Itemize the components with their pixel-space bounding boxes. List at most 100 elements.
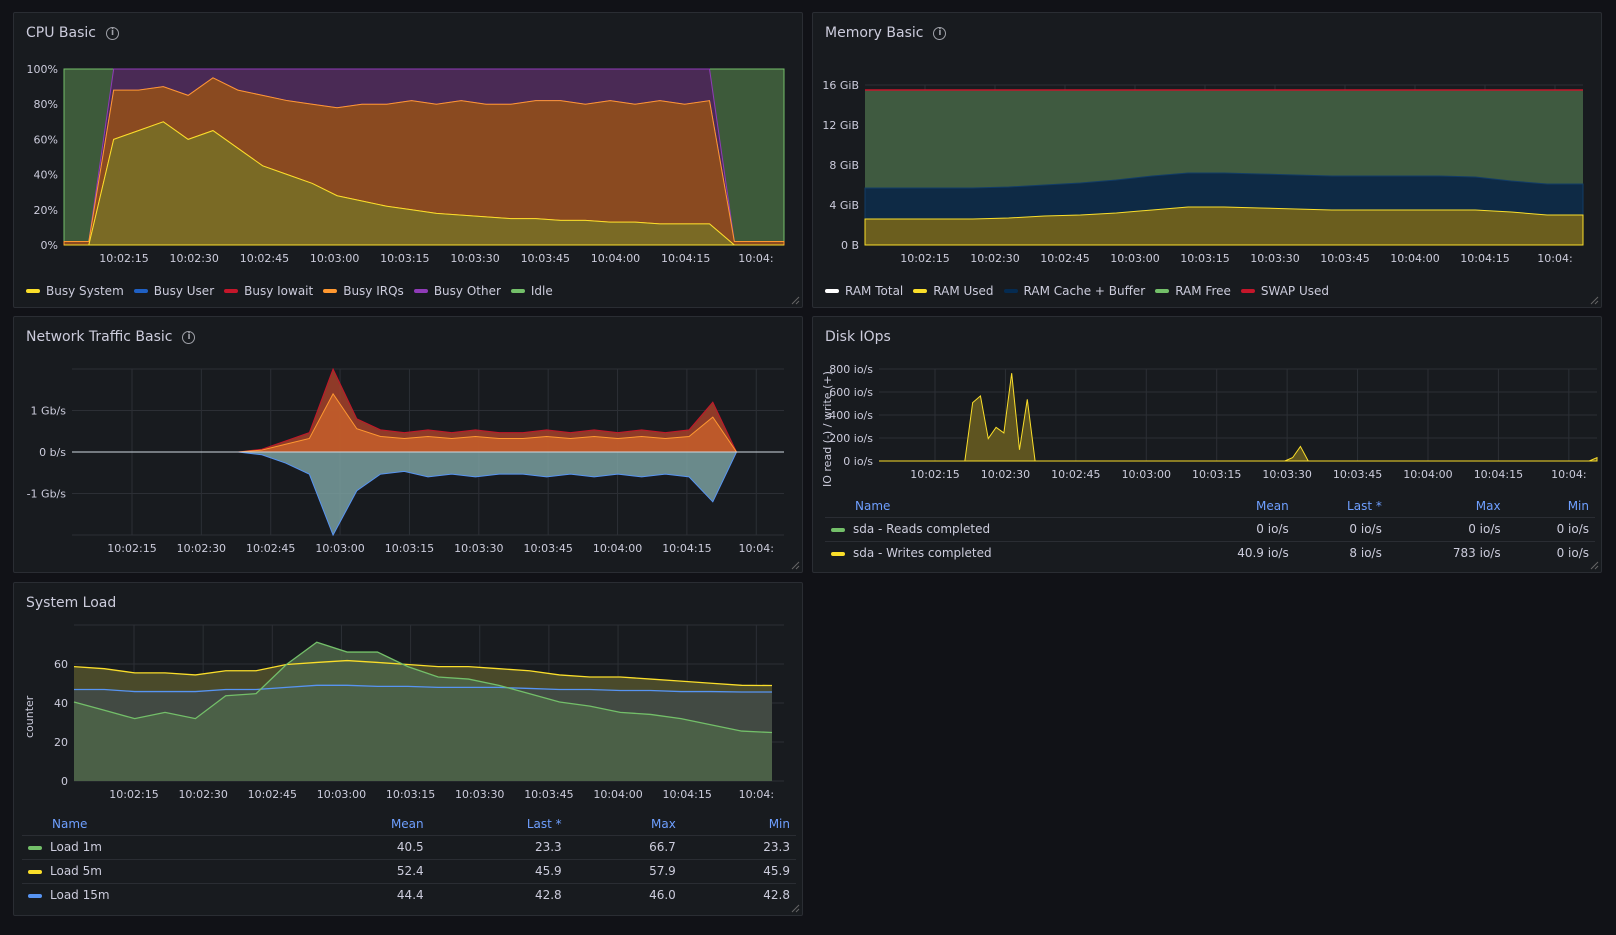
table-row[interactable]: sda - Reads completed 0 io/s 0 io/s 0 io/s 0… [825,516,1595,541]
legend-item[interactable]: Busy System [26,284,124,298]
x-tick-label: 10:02:30 [970,252,1019,265]
legend-swatch [913,289,928,293]
panel-title: Memory Basic i [825,25,947,41]
x-tick-label: 10:04:00 [1403,468,1452,481]
series-writes-area [879,373,1598,462]
info-icon[interactable]: i [933,26,947,40]
network-chart[interactable]: 1 Gb/s 0 b/s -1 Gb/s 10:02:15 10:02:30 10:02:… [14,317,804,574]
column-header[interactable]: Mean [1256,498,1289,513]
x-tick-label: 10:03:30 [455,788,504,801]
legend-swatch [28,869,42,874]
legend-item[interactable]: Idle [510,284,553,298]
column-header[interactable]: Max [1475,498,1501,513]
legend-swatch [224,289,239,293]
stat-last: 8 io/s [1294,540,1388,565]
x-tick-label: 10:02:15 [109,788,158,801]
x-tick-label: 10:02:30 [177,542,226,555]
series-load1-line [73,641,773,734]
legend-item[interactable]: SWAP Used [1240,284,1330,298]
x-tick-label: 10:02:45 [240,252,289,265]
y-tick-label: 80% [34,98,58,111]
stat-mean: 40.5 [297,834,430,859]
y-tick-label: 60% [34,133,58,146]
column-header[interactable]: Name [52,816,88,831]
stat-min: 42.8 [681,882,796,907]
legend-item[interactable]: Busy Other [413,284,501,298]
x-tick-label: 10:04:00 [593,542,642,555]
column-header[interactable]: Name [855,498,891,513]
column-header[interactable]: Last * [1347,498,1382,513]
x-tick-label: 10:02:15 [107,542,156,555]
x-tick-label: 10:02:30 [981,468,1030,481]
y-tick-label: 800 io/s [829,363,873,376]
x-tick-label: 10:03:30 [454,542,503,555]
stat-min: 45.9 [681,858,796,883]
legend-swatch [28,845,42,850]
x-tick-label: 10:04:15 [1474,468,1523,481]
panel-title-text: Network Traffic Basic [26,329,173,345]
legend-item[interactable]: Busy User [133,284,214,298]
series-name: sda - Reads completed [825,516,1169,541]
stat-min: 23.3 [681,834,796,859]
series-busy-system-area [64,121,784,246]
x-tick-label: 10:03:45 [521,252,570,265]
column-header[interactable]: Min [768,816,790,831]
x-tick-label: 10:03:45 [523,542,572,555]
disk-chart[interactable]: 800 io/s 600 io/s 400 io/s 200 io/s 0 io/s 10… [813,317,1603,497]
series-receive-area [72,392,784,453]
legend-swatch [413,289,428,293]
memory-basic-panel: Memory Basic i 16 GiB 12 GiB 8 GiB 4 GiB 0 B… [812,12,1602,308]
y-tick-label: 40 [54,697,68,710]
legend-label: Busy System [46,284,124,298]
resize-handle-icon[interactable] [790,295,800,305]
info-icon[interactable]: i [182,330,196,344]
x-tick-label: 10:02:45 [248,788,297,801]
legend-swatch [1155,289,1170,293]
column-header[interactable]: Min [1567,498,1589,513]
cpu-chart[interactable]: 100% 80% 60% 40% 20% 0% 10:02:15 10:02:30 10:02:… [14,13,804,309]
series-ram-used-area [864,206,1584,246]
y-tick-label: 0% [41,239,58,252]
x-tick-label: 10:04:15 [661,252,710,265]
disk-iops-panel: Disk IOps IO read (-) / write (+) 800 io… [812,316,1602,573]
legend-label: Busy Iowait [244,284,314,298]
panel-title-text: System Load [26,595,117,611]
legend-item[interactable]: Busy IRQs [323,284,404,298]
legend-label: Busy Other [433,284,501,298]
info-icon[interactable]: i [105,26,119,40]
legend-item[interactable]: RAM Cache + Buffer [1003,284,1146,298]
x-tick-label: 10:04:00 [593,788,642,801]
column-header[interactable]: Max [651,816,676,831]
column-header[interactable]: Mean [390,816,424,831]
series-name: sda - Writes completed [825,540,1169,565]
series-load1-area [74,642,772,781]
x-tick-label: 10:03:30 [1262,468,1311,481]
legend-item[interactable]: RAM Total [825,284,903,298]
legend-item[interactable]: Busy Iowait [224,284,313,298]
resize-handle-icon[interactable] [1589,295,1599,305]
x-tick-label: 10:03:00 [310,252,359,265]
stat-max: 46.0 [567,882,682,907]
panel-title: Network Traffic Basic i [26,329,196,345]
x-tick-label: 10:03:45 [1333,468,1382,481]
panel-title-text: CPU Basic [26,25,96,41]
resize-handle-icon[interactable] [790,560,800,570]
series-load15-line [74,684,772,693]
legend-label: RAM Cache + Buffer [1023,284,1146,298]
memory-legend: RAM Total RAM Used RAM Cache + Buffer RAM F… [825,284,1329,298]
legend-item[interactable]: RAM Free [1155,284,1231,298]
y-tick-label: 40% [34,169,58,182]
table-row[interactable]: sda - Writes completed 40.9 io/s 8 io/s 783… [825,540,1595,565]
memory-chart[interactable]: 16 GiB 12 GiB 8 GiB 4 GiB 0 B 10:02:15 10:02:3… [813,13,1603,309]
load-chart[interactable]: 60 40 20 0 10:02:15 10:02:30 10:02:45 10:03:00 1… [14,583,804,808]
legend-item[interactable]: RAM Used [913,284,994,298]
y-tick-label: 200 io/s [829,432,873,445]
panel-title-text: Memory Basic [825,25,924,41]
table-row[interactable]: Load 15m 44.4 42.8 46.0 42.8 [22,882,796,907]
table-row[interactable]: Load 1m 40.5 23.3 66.7 23.3 [22,834,796,859]
legend-label: SWAP Used [1260,284,1330,298]
resize-handle-icon[interactable] [1589,560,1599,570]
resize-handle-icon[interactable] [790,903,800,913]
table-row[interactable]: Load 5m 52.4 45.9 57.9 45.9 [22,858,796,883]
column-header[interactable]: Last * [526,816,562,831]
